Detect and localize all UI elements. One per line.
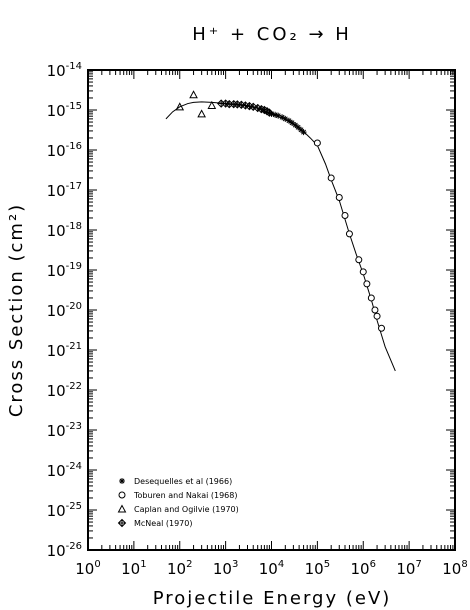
data-point	[363, 280, 371, 288]
series-circle	[313, 139, 386, 332]
series-triangle	[175, 90, 217, 118]
x-tick-label: 101	[121, 559, 146, 578]
data-point	[289, 119, 296, 126]
y-axis-tick-labels: 10-26 10-25 10-24 10-23 10-22 10-21 10-20 10-19…	[47, 61, 82, 560]
data-point	[378, 324, 386, 332]
y-tick-label: 10-18	[47, 221, 82, 240]
legend-label: Desequelles et al (1966)	[134, 477, 232, 486]
y-tick-label: 10-25	[47, 501, 82, 520]
x-tick-label: 104	[259, 559, 284, 578]
y-tick-label: 10-14	[47, 61, 82, 80]
legend-label: McNeal (1970)	[134, 519, 192, 528]
legend-marker	[118, 491, 126, 499]
series-diamond-cross	[216, 99, 274, 117]
x-tick-label: 106	[351, 559, 376, 578]
data-point	[371, 306, 379, 314]
data-point	[355, 256, 363, 264]
data-point	[292, 122, 299, 129]
legend-marker	[119, 478, 125, 484]
data-point	[300, 129, 307, 136]
data-point	[313, 139, 321, 147]
x-axis-ticks	[87, 70, 454, 550]
data-point	[335, 193, 343, 201]
x-tick-label: 100	[75, 559, 100, 578]
y-tick-label: 10-22	[47, 381, 82, 400]
legend-item: McNeal (1970)	[117, 518, 192, 528]
y-tick-label: 10-24	[47, 461, 82, 480]
data-point	[327, 174, 335, 182]
series-asterisk	[268, 110, 307, 136]
legend-item: Toburen and Nakai (1968)	[118, 491, 237, 500]
x-tick-label: 102	[167, 559, 192, 578]
legend: Desequelles et al (1966) Toburen and Naka…	[117, 477, 239, 528]
fit-curve	[165, 101, 396, 372]
y-axis-label: Cross Section (cm²)	[6, 203, 27, 417]
x-tick-label: 105	[305, 559, 330, 578]
data-point	[265, 108, 274, 117]
legend-label: Toburen and Nakai (1968)	[133, 491, 237, 500]
chart-title: H⁺ + CO₂ → H	[192, 24, 352, 45]
x-tick-label: 107	[396, 559, 421, 578]
y-tick-label: 10-23	[47, 421, 82, 440]
data-point	[345, 230, 353, 238]
data-point	[367, 294, 375, 302]
data-point	[373, 312, 381, 320]
legend-item: Caplan and Ogilvie (1970)	[117, 504, 239, 514]
data-markers	[175, 90, 386, 332]
data-point	[282, 115, 289, 122]
y-tick-label: 10-20	[47, 301, 82, 320]
data-point	[197, 109, 206, 118]
y-tick-label: 10-16	[47, 141, 82, 160]
data-point	[341, 212, 349, 220]
data-point	[359, 268, 367, 276]
y-tick-label: 10-21	[47, 341, 82, 360]
data-point	[207, 100, 217, 109]
x-tick-label: 108	[442, 559, 467, 578]
x-axis-label: Projectile Energy (eV)	[153, 588, 392, 609]
data-point	[175, 102, 185, 111]
x-axis-tick-labels: 100 101 102 103 104 105 106 107 108	[75, 559, 467, 578]
legend-label: Caplan and Ogilvie (1970)	[134, 505, 239, 514]
y-tick-label: 10-15	[47, 101, 82, 120]
data-point	[189, 90, 198, 99]
y-tick-label: 10-26	[47, 541, 82, 560]
data-point	[285, 117, 292, 124]
legend-marker	[117, 518, 127, 528]
x-tick-label: 103	[213, 559, 238, 578]
y-axis-ticks	[88, 71, 455, 551]
y-tick-label: 10-19	[47, 261, 82, 280]
legend-marker	[117, 504, 127, 513]
legend-item: Desequelles et al (1966)	[119, 477, 232, 486]
y-tick-label: 10-17	[47, 181, 82, 200]
